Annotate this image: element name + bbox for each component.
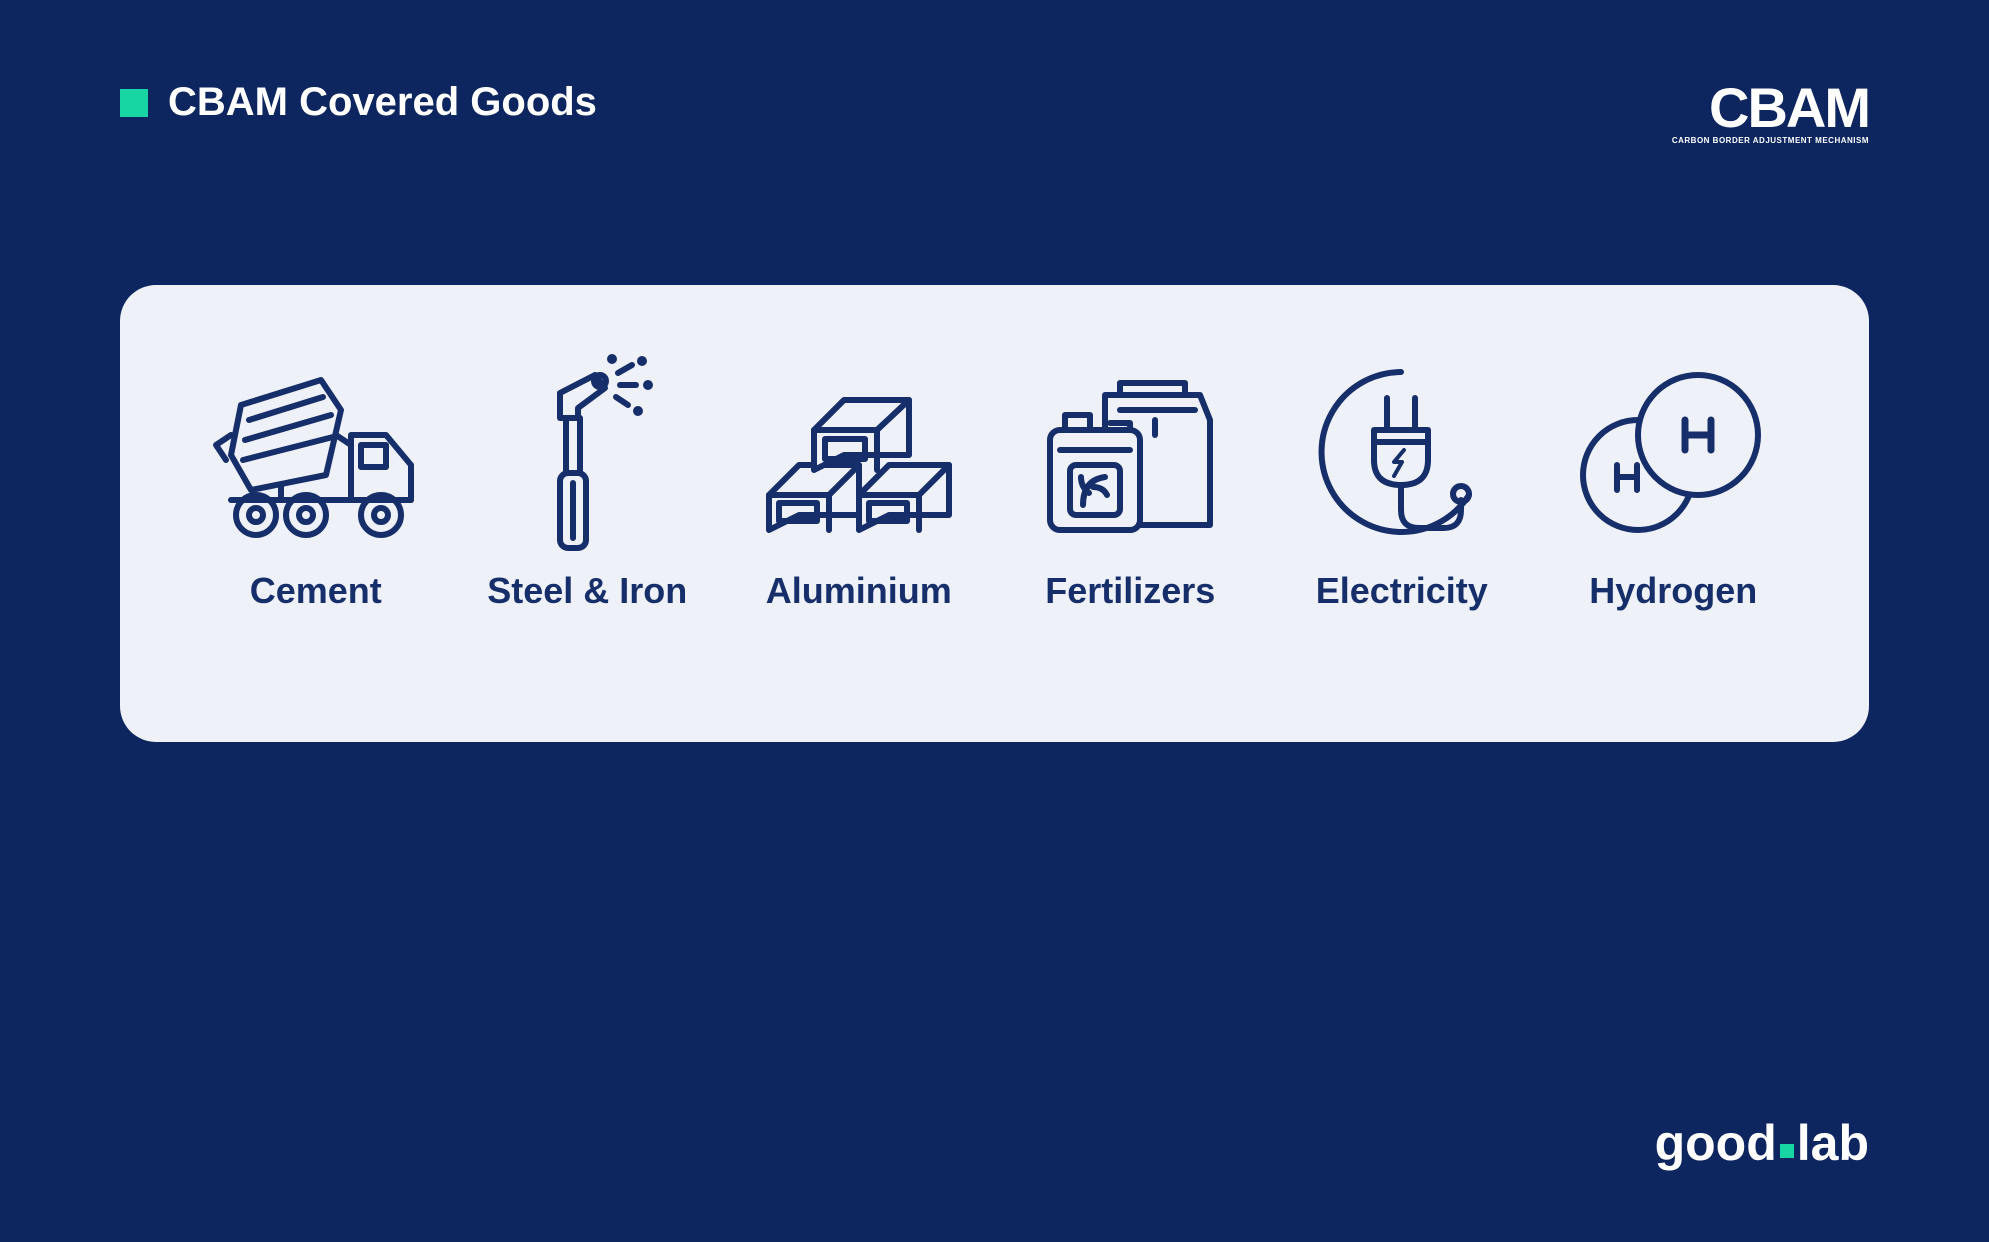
item-label: Fertilizers — [1045, 570, 1215, 612]
footer-logo-dot-icon — [1780, 1144, 1794, 1158]
cbam-logo-sub: CARBON BORDER ADJUSTMENT MECHANISM — [1672, 136, 1869, 145]
footer-logo-part2: lab — [1797, 1114, 1869, 1172]
metal-bars-icon — [759, 365, 959, 540]
cement-truck-icon — [211, 365, 421, 540]
title-group: CBAM Covered Goods — [120, 80, 597, 125]
item-cement: Cement — [180, 365, 452, 612]
hydrogen-atom-icon — [1573, 365, 1773, 540]
item-label: Cement — [250, 570, 382, 612]
goodlab-logo: good lab — [1655, 1114, 1869, 1172]
item-label: Aluminium — [766, 570, 952, 612]
goods-panel: Cement — [120, 285, 1869, 742]
electric-plug-icon — [1309, 365, 1494, 540]
item-label: Hydrogen — [1589, 570, 1757, 612]
cbam-logo-main: CBAM — [1672, 80, 1869, 136]
page-title: CBAM Covered Goods — [168, 80, 597, 125]
item-aluminium: Aluminium — [723, 365, 995, 612]
item-steel-iron: Steel & Iron — [452, 365, 724, 612]
header: CBAM Covered Goods CBAM CARBON BORDER AD… — [120, 80, 1869, 145]
footer-logo-part1: good — [1655, 1114, 1777, 1172]
cbam-logo: CBAM CARBON BORDER ADJUSTMENT MECHANISM — [1672, 80, 1869, 145]
fertilizer-icon — [1035, 365, 1225, 540]
item-hydrogen: Hydrogen — [1538, 365, 1810, 612]
title-bullet-icon — [120, 89, 148, 117]
item-fertilizers: Fertilizers — [995, 365, 1267, 612]
item-electricity: Electricity — [1266, 365, 1538, 612]
item-label: Electricity — [1316, 570, 1488, 612]
slide: CBAM Covered Goods CBAM CARBON BORDER AD… — [0, 0, 1989, 1242]
item-label: Steel & Iron — [487, 570, 687, 612]
welding-torch-icon — [500, 365, 675, 540]
